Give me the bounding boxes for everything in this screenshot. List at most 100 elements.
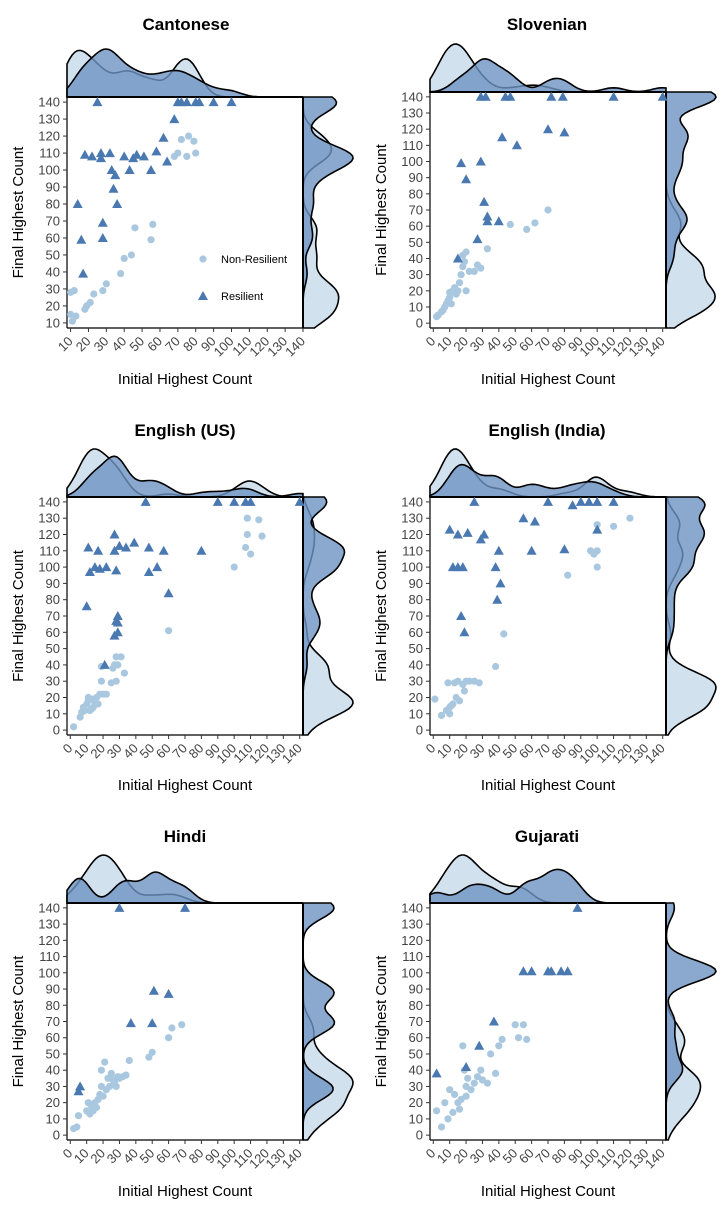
point-non-resilient — [107, 1069, 115, 1077]
point-resilient — [480, 91, 491, 101]
point-non-resilient — [610, 522, 618, 530]
point-resilient — [482, 211, 493, 221]
point-resilient — [106, 165, 117, 174]
point-non-resilient — [455, 279, 464, 287]
point-resilient — [575, 496, 586, 506]
point-resilient — [112, 617, 123, 627]
point-non-resilient — [475, 679, 483, 687]
point-non-resilient — [72, 312, 80, 320]
point-resilient — [84, 567, 95, 576]
point-resilient — [543, 124, 553, 134]
chart-title: Slovenian — [507, 15, 587, 34]
point-non-resilient — [97, 677, 105, 685]
point-resilient — [143, 542, 154, 552]
y-tick-label: 80 — [409, 592, 423, 607]
point-resilient — [129, 537, 140, 547]
point-resilient — [546, 91, 557, 101]
point-resilient — [158, 545, 169, 555]
x-tick-label: 140 — [279, 741, 305, 767]
point-non-resilient — [147, 236, 155, 244]
point-resilient — [488, 1016, 499, 1026]
point-resilient — [146, 165, 156, 174]
point-resilient — [475, 156, 486, 166]
y-tick-label: 50 — [409, 235, 423, 250]
panel-0: 1020304050607080901001101201301401020304… — [10, 15, 354, 388]
point-resilient — [92, 97, 103, 107]
point-non-resilient — [531, 219, 539, 227]
top-density-resilient — [429, 463, 666, 498]
point-resilient — [245, 496, 256, 506]
point-non-resilient — [125, 1056, 133, 1065]
point-non-resilient — [455, 697, 464, 705]
y-tick-label: 70 — [46, 213, 60, 228]
point-non-resilient — [117, 653, 125, 661]
point-resilient — [151, 146, 162, 156]
point-resilient — [457, 562, 468, 572]
point-resilient — [93, 545, 104, 555]
point-non-resilient — [593, 547, 601, 555]
y-tick-label: 120 — [401, 122, 423, 137]
point-resilient — [99, 659, 110, 669]
legend-resilient-marker — [198, 291, 208, 300]
y-tick-label: 130 — [401, 511, 423, 526]
point-resilient — [97, 217, 108, 227]
y-tick-label: 80 — [46, 998, 60, 1013]
point-resilient — [592, 496, 603, 506]
y-tick-label: 100 — [38, 163, 60, 178]
x-tick-label: 140 — [642, 741, 668, 767]
y-tick-label: 60 — [46, 230, 60, 245]
y-tick-label: 100 — [401, 560, 423, 575]
point-non-resilient — [564, 571, 572, 579]
y-tick-label: 20 — [46, 690, 60, 705]
top-density-resilient — [66, 48, 303, 98]
y-tick-label: 0 — [53, 723, 60, 738]
point-non-resilient — [114, 661, 122, 669]
point-resilient — [456, 611, 467, 620]
legend-non-resilient-marker — [199, 255, 207, 263]
point-resilient — [147, 1018, 158, 1028]
point-resilient — [163, 588, 174, 598]
y-tick-label: 120 — [38, 129, 60, 144]
point-resilient — [493, 216, 504, 226]
y-tick-label: 40 — [46, 657, 60, 672]
y-axis-title: Final Highest Count — [373, 955, 390, 1088]
point-non-resilient — [97, 1066, 105, 1074]
x-axis-title: Initial Highest Count — [481, 777, 616, 794]
point-resilient — [490, 562, 501, 572]
point-non-resilient — [498, 1035, 506, 1043]
y-tick-label: 50 — [46, 247, 60, 262]
point-non-resilient — [70, 287, 78, 295]
point-non-resilient — [177, 135, 185, 144]
point-resilient — [608, 91, 619, 101]
y-tick-label: 70 — [409, 203, 423, 218]
x-axis-title: Initial Highest Count — [118, 777, 253, 794]
y-tick-label: 90 — [409, 576, 423, 591]
point-resilient — [461, 174, 472, 184]
point-non-resilient — [168, 1024, 176, 1032]
point-non-resilient — [519, 1021, 528, 1029]
point-resilient — [125, 1018, 136, 1028]
y-tick-label: 30 — [409, 674, 423, 689]
y-tick-label: 130 — [38, 917, 60, 932]
point-non-resilient — [464, 1074, 472, 1082]
point-resilient — [469, 496, 480, 506]
y-tick-label: 120 — [38, 527, 60, 542]
point-resilient — [475, 534, 486, 544]
y-tick-label: 10 — [46, 1111, 60, 1126]
top-density-resilient — [429, 57, 667, 93]
point-non-resilient — [437, 711, 446, 720]
point-resilient — [131, 149, 142, 159]
point-non-resilient — [455, 1105, 464, 1113]
y-tick-label: 10 — [46, 315, 60, 330]
point-non-resilient — [477, 264, 485, 272]
point-non-resilient — [255, 516, 263, 524]
y-tick-label: 100 — [38, 965, 60, 980]
point-non-resilient — [243, 530, 251, 539]
point-resilient — [452, 529, 463, 539]
y-tick-label: 60 — [409, 219, 423, 234]
y-tick-label: 10 — [409, 299, 423, 314]
point-non-resilient — [470, 1079, 478, 1087]
chart-title: English (US) — [134, 421, 235, 440]
point-resilient — [557, 91, 568, 101]
point-resilient — [456, 158, 467, 168]
